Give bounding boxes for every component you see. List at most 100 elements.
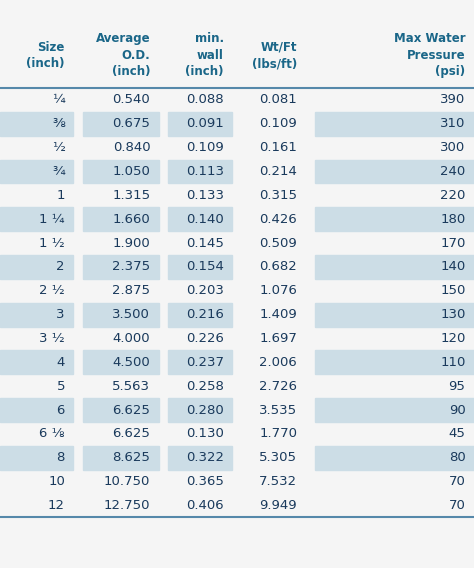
Text: 5: 5 — [56, 380, 65, 392]
Text: 12: 12 — [48, 499, 65, 512]
Bar — [168, 350, 232, 374]
Text: 130: 130 — [440, 308, 465, 321]
Bar — [315, 446, 474, 470]
Bar — [0, 398, 73, 422]
Text: 140: 140 — [440, 261, 465, 273]
Bar — [0, 303, 73, 327]
Text: 0.509: 0.509 — [259, 237, 297, 249]
Bar — [315, 160, 474, 183]
Bar — [168, 398, 232, 422]
Bar — [83, 112, 159, 136]
Text: 6: 6 — [56, 404, 65, 416]
Text: 4.000: 4.000 — [113, 332, 150, 345]
Text: ½: ½ — [52, 141, 65, 154]
Bar — [0, 160, 73, 183]
Bar — [315, 350, 474, 374]
Text: 1.076: 1.076 — [259, 285, 297, 297]
Text: 1 ½: 1 ½ — [39, 237, 65, 249]
Text: ¾: ¾ — [52, 165, 65, 178]
Text: 3: 3 — [56, 308, 65, 321]
Text: 0.081: 0.081 — [259, 94, 297, 106]
Text: 0.216: 0.216 — [186, 308, 224, 321]
Text: ⅜: ⅜ — [52, 118, 65, 130]
Text: 2.006: 2.006 — [259, 356, 297, 369]
Text: 90: 90 — [449, 404, 465, 416]
Text: 7.532: 7.532 — [259, 475, 297, 488]
Text: 0.130: 0.130 — [186, 428, 224, 440]
Bar — [168, 207, 232, 231]
Text: 2.726: 2.726 — [259, 380, 297, 392]
Text: 2 ½: 2 ½ — [39, 285, 65, 297]
Bar — [83, 160, 159, 183]
Text: 3.500: 3.500 — [112, 308, 150, 321]
Text: 1.900: 1.900 — [112, 237, 150, 249]
Text: 0.109: 0.109 — [259, 118, 297, 130]
Text: 0.365: 0.365 — [186, 475, 224, 488]
Text: 12.750: 12.750 — [104, 499, 150, 512]
Text: 45: 45 — [448, 428, 465, 440]
Text: 0.426: 0.426 — [259, 213, 297, 225]
Text: 8.625: 8.625 — [112, 452, 150, 464]
Text: 0.109: 0.109 — [186, 141, 224, 154]
Text: 0.203: 0.203 — [186, 285, 224, 297]
Text: 310: 310 — [440, 118, 465, 130]
Text: 0.258: 0.258 — [186, 380, 224, 392]
Bar — [168, 303, 232, 327]
Text: 6.625: 6.625 — [112, 404, 150, 416]
Text: 0.237: 0.237 — [186, 356, 224, 369]
Text: 2.375: 2.375 — [112, 261, 150, 273]
Text: 0.840: 0.840 — [113, 141, 150, 154]
Text: 10.750: 10.750 — [104, 475, 150, 488]
Bar — [315, 255, 474, 279]
Bar — [0, 350, 73, 374]
Bar — [83, 446, 159, 470]
Text: 8: 8 — [56, 452, 65, 464]
Text: 240: 240 — [440, 165, 465, 178]
Text: 180: 180 — [440, 213, 465, 225]
Bar — [168, 112, 232, 136]
Text: 0.091: 0.091 — [186, 118, 224, 130]
Text: 0.133: 0.133 — [186, 189, 224, 202]
Text: 120: 120 — [440, 332, 465, 345]
Text: Max Water
Pressure
(psi): Max Water Pressure (psi) — [394, 32, 465, 78]
Text: 170: 170 — [440, 237, 465, 249]
Text: 150: 150 — [440, 285, 465, 297]
Text: 0.161: 0.161 — [259, 141, 297, 154]
Bar — [168, 446, 232, 470]
Text: 95: 95 — [448, 380, 465, 392]
Text: 0.154: 0.154 — [186, 261, 224, 273]
Text: 80: 80 — [449, 452, 465, 464]
Text: 5.305: 5.305 — [259, 452, 297, 464]
Text: 0.280: 0.280 — [186, 404, 224, 416]
Text: 1: 1 — [56, 189, 65, 202]
Text: 2: 2 — [56, 261, 65, 273]
Bar — [168, 160, 232, 183]
Text: 1.050: 1.050 — [112, 165, 150, 178]
Text: 0.145: 0.145 — [186, 237, 224, 249]
Text: Size
(inch): Size (inch) — [27, 41, 65, 70]
Text: 0.682: 0.682 — [259, 261, 297, 273]
Text: 1 ¼: 1 ¼ — [39, 213, 65, 225]
Text: 6 ⅛: 6 ⅛ — [39, 428, 65, 440]
Text: 0.088: 0.088 — [186, 94, 224, 106]
Text: 1.770: 1.770 — [259, 428, 297, 440]
Bar — [83, 350, 159, 374]
Bar — [0, 446, 73, 470]
Bar — [315, 207, 474, 231]
Bar — [315, 112, 474, 136]
Text: 0.226: 0.226 — [186, 332, 224, 345]
Text: 4: 4 — [56, 356, 65, 369]
Text: 70: 70 — [448, 475, 465, 488]
Bar — [0, 207, 73, 231]
Text: 3.535: 3.535 — [259, 404, 297, 416]
Text: 0.140: 0.140 — [186, 213, 224, 225]
Text: 6.625: 6.625 — [112, 428, 150, 440]
Text: ¼: ¼ — [52, 94, 65, 106]
Text: min.
wall
(inch): min. wall (inch) — [185, 32, 224, 78]
Bar — [315, 398, 474, 422]
Text: 1.409: 1.409 — [259, 308, 297, 321]
Text: Wt/Ft
(lbs/ft): Wt/Ft (lbs/ft) — [252, 41, 297, 70]
Text: 2.875: 2.875 — [112, 285, 150, 297]
Text: 5.563: 5.563 — [112, 380, 150, 392]
Text: 10: 10 — [48, 475, 65, 488]
